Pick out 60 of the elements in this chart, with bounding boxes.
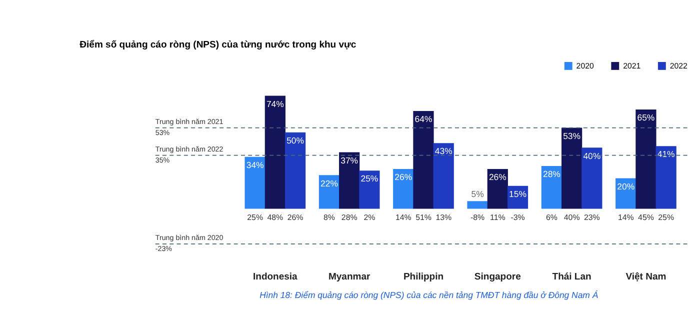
x-tick-label: Việt Nam xyxy=(626,272,666,283)
legend-label: 2022 xyxy=(670,61,688,70)
data-label: 15% xyxy=(509,188,527,199)
bar xyxy=(561,128,582,209)
text: 25% xyxy=(247,212,263,222)
bar xyxy=(433,143,454,209)
bar xyxy=(339,152,360,209)
data-label: 5% xyxy=(471,189,484,200)
text: 23% xyxy=(584,212,600,222)
data-label: 34% xyxy=(246,160,264,170)
bar xyxy=(541,166,562,209)
chart-title: Điểm số quảng cáo ròng (NPS) của từng nước trong khu vực xyxy=(80,40,356,51)
text: 25% xyxy=(658,212,674,222)
text: 14% xyxy=(395,212,412,222)
data-label: 64% xyxy=(414,114,432,124)
text: 26% xyxy=(287,212,304,222)
text: 40% xyxy=(564,212,580,222)
data-label: 26% xyxy=(488,172,507,182)
x-tick-label: Singapore xyxy=(474,272,521,283)
text: 48% xyxy=(267,212,284,222)
data-label: 65% xyxy=(637,112,655,123)
legend-label: 2020 xyxy=(576,61,594,70)
bar xyxy=(656,146,676,209)
data-label: 20% xyxy=(617,181,635,192)
bar xyxy=(244,156,266,209)
text: 51% xyxy=(416,212,432,222)
text: 6% xyxy=(546,212,558,222)
text: 14% xyxy=(618,212,634,222)
bar xyxy=(284,132,306,209)
bar xyxy=(393,169,414,209)
data-label: 43% xyxy=(434,146,453,156)
bar xyxy=(487,169,508,209)
data-label: 53% xyxy=(563,130,581,141)
text: 45% xyxy=(638,212,654,222)
text: 11% xyxy=(490,212,506,222)
text: 28% xyxy=(341,212,358,222)
text: 8% xyxy=(324,212,335,222)
text: 13% xyxy=(436,212,452,222)
x-tick-label: Thái Lan xyxy=(552,272,592,283)
bar xyxy=(467,201,488,209)
x-tick-label: Indonesia xyxy=(253,272,298,283)
x-tick-label: Myanmar xyxy=(328,272,370,283)
text: Hình 18: Điểm quảng cáo ròng (NPS) của các nền tảng TMĐT hàng đầu ở Đông Nam Á xyxy=(260,290,598,300)
legend-label: 2021 xyxy=(623,61,642,70)
data-label: 50% xyxy=(286,135,304,146)
text: -3% xyxy=(510,212,525,222)
text: 2% xyxy=(364,212,376,222)
bar xyxy=(636,109,656,209)
bar xyxy=(413,111,434,209)
data-label: 28% xyxy=(542,169,561,180)
bar xyxy=(264,96,286,209)
data-label: 74% xyxy=(266,98,284,109)
x-tick-label: Philippin xyxy=(403,272,444,283)
bar xyxy=(359,170,380,209)
data-label: 22% xyxy=(320,178,338,188)
data-label: 37% xyxy=(340,155,358,166)
bar xyxy=(582,148,602,209)
data-label: 26% xyxy=(394,172,412,182)
text: -8% xyxy=(470,212,485,222)
data-label: 25% xyxy=(360,174,378,184)
